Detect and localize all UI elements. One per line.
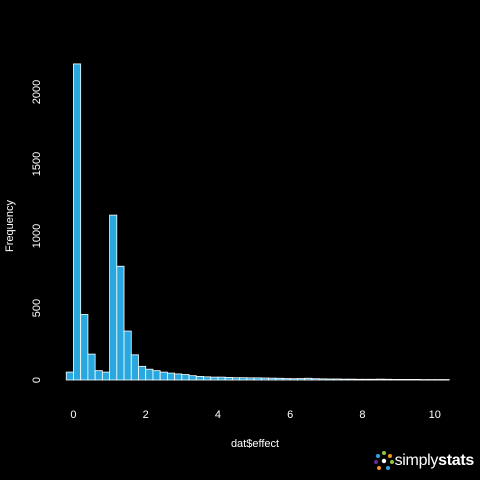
histogram-bar <box>282 378 291 381</box>
histogram-bar <box>289 378 298 381</box>
histogram-bar <box>297 378 306 381</box>
wordmark-prefix: simply <box>394 452 439 469</box>
y-tick-label: 2000 <box>31 80 43 104</box>
histogram-bar <box>376 378 385 381</box>
x-tick-label: 2 <box>143 409 149 421</box>
simplystats-wordmark: simplystats <box>394 452 475 470</box>
histogram-bar <box>362 378 371 381</box>
x-tick-label: 6 <box>287 409 293 421</box>
histogram-bar <box>203 376 212 381</box>
histogram-bar <box>398 379 407 381</box>
histogram-bar <box>253 377 262 381</box>
histogram-bar <box>369 378 378 381</box>
histogram-bar <box>405 379 414 381</box>
histogram-bar <box>239 377 248 381</box>
histogram-bar <box>87 353 96 381</box>
histogram-bar <box>224 377 233 381</box>
histogram-bar <box>333 378 342 381</box>
histogram-bar <box>412 379 421 381</box>
histogram-bar <box>347 378 356 381</box>
y-tick-label: 1000 <box>31 224 43 248</box>
histogram-bar <box>188 375 197 381</box>
simplystats-watermark: simplystats <box>373 450 474 472</box>
histogram-bar <box>268 377 277 381</box>
histogram-bar <box>181 374 190 381</box>
histogram-bar <box>311 378 320 381</box>
histogram-bar <box>65 371 74 381</box>
histogram-bar <box>101 371 110 381</box>
x-tick-label: 10 <box>429 409 441 421</box>
histogram-bar <box>232 377 241 381</box>
wordmark-suffix: stats <box>438 452 474 469</box>
histogram-bar <box>246 377 255 381</box>
histogram-bar <box>116 265 125 381</box>
histogram-bar <box>130 354 139 381</box>
y-axis: 0 500 1000 1500 2000 <box>31 80 49 383</box>
histogram-bar <box>434 379 443 381</box>
x-tick-label: 0 <box>70 409 76 421</box>
histogram-bar <box>275 377 284 381</box>
histogram-bar <box>195 375 204 381</box>
y-tick-label: 500 <box>31 299 43 317</box>
histogram-bar <box>210 376 219 381</box>
histogram-bar <box>427 379 436 381</box>
histogram-bar <box>138 365 147 381</box>
histogram-bar <box>383 378 392 381</box>
histogram-bar <box>441 379 450 381</box>
dot-cluster-logo-icon <box>373 451 394 470</box>
x-axis: 0 2 4 6 8 10 <box>70 392 441 421</box>
histogram-bar <box>390 379 400 381</box>
x-axis-label: dat$effect <box>231 438 279 450</box>
y-tick-label: 0 <box>31 377 43 383</box>
x-tick-label: 4 <box>215 409 221 421</box>
histogram-bar <box>325 378 334 381</box>
histogram-bar <box>152 370 161 381</box>
histogram-bars <box>65 63 450 381</box>
histogram-bar <box>109 214 118 381</box>
histogram-bar <box>419 379 428 381</box>
histogram-bar <box>94 370 103 381</box>
histogram-bar <box>174 373 183 381</box>
histogram-bar <box>166 372 176 381</box>
y-tick-label: 1500 <box>31 152 43 176</box>
histogram-bar <box>304 377 313 381</box>
x-tick-label: 8 <box>359 409 365 421</box>
histogram-bar <box>80 314 89 381</box>
histogram-bar <box>123 330 132 381</box>
histogram-bar <box>145 368 154 381</box>
histogram-bar <box>73 63 82 381</box>
histogram-bar <box>318 378 327 381</box>
histogram-bar <box>340 378 349 381</box>
histogram-bar <box>217 376 226 381</box>
histogram-bar <box>260 377 269 381</box>
histogram-bar <box>159 371 168 381</box>
y-axis-label: Frequency <box>4 200 16 252</box>
histogram-bar <box>354 378 363 381</box>
